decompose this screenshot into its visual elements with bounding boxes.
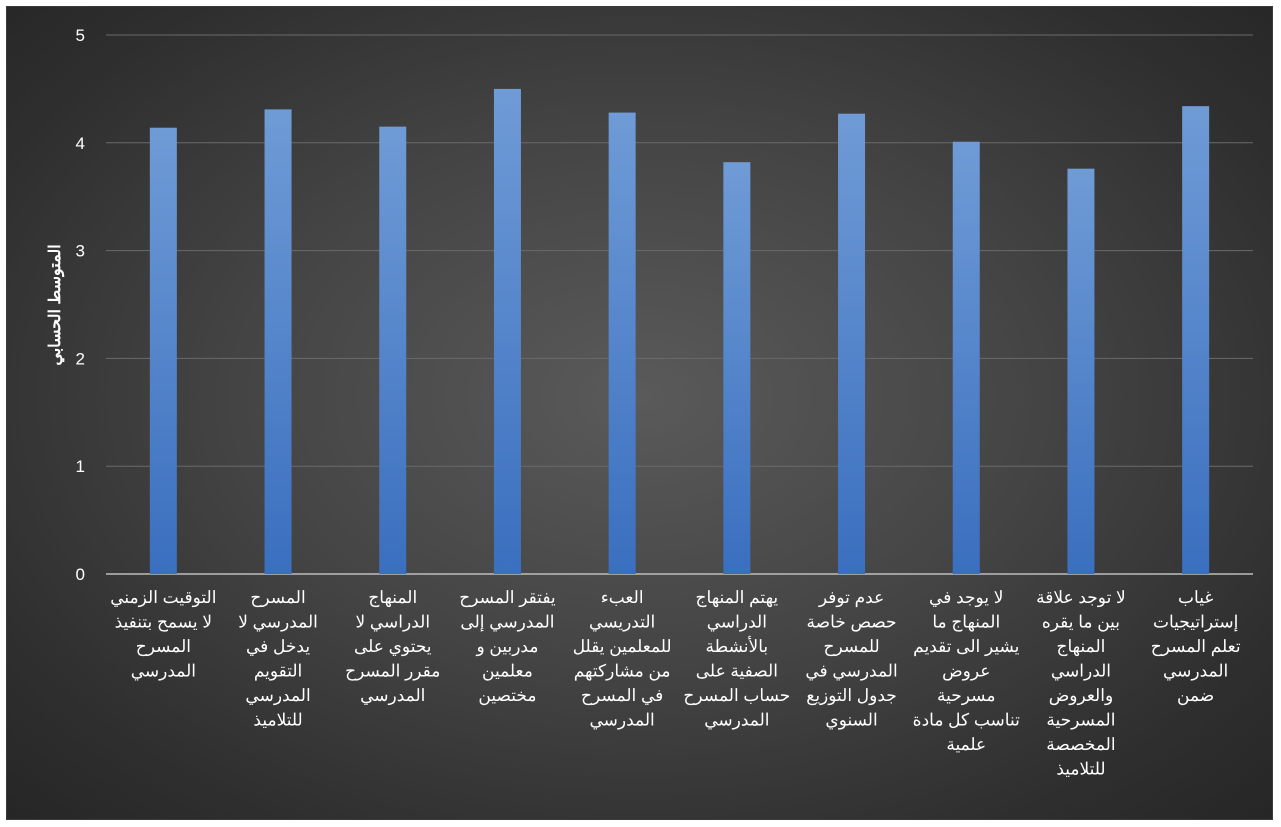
gridlines xyxy=(106,34,1253,575)
x-category-label-line: بين ما يقره xyxy=(1042,613,1120,633)
x-category-label: المنهاج الدراسي لا يحتوي على مقرر المسرح الم… xyxy=(345,588,440,706)
y-tick-label: 4 xyxy=(76,134,85,153)
x-category-label-line: من مشاركتهم xyxy=(574,662,671,682)
x-category-label-line: السنوي xyxy=(825,711,877,731)
x-category-label-line: المدرسي xyxy=(360,686,425,706)
x-category-label-line: المسرحية xyxy=(1046,711,1115,731)
x-category-label: لا يوجد في المنهاج ما يشير الى تقديم عروض مس… xyxy=(913,588,1020,754)
bar xyxy=(1067,168,1095,574)
x-category-label-line: غياب xyxy=(1178,588,1213,607)
x-category-label-line: للمعلمين يقلل xyxy=(573,637,672,657)
x-category-label-line: يهتم المنهاج xyxy=(696,588,779,608)
x-category-label-line: حصص خاصة xyxy=(807,613,897,633)
x-category-label-line: العبء xyxy=(601,588,644,607)
x-category-label-line: للتلاميذ xyxy=(1056,760,1105,779)
x-category-label: عدم توفر حصص خاصة للمسرح المدرسي في جدول الت… xyxy=(805,588,897,731)
x-category-label-line: لا توجد علاقة xyxy=(1036,588,1126,608)
x-category-label-line: يشير الى تقديم xyxy=(913,637,1019,657)
x-category-label: التوقيت الزمني لا يسمح بتنفيذ المسرح المدرس… xyxy=(110,588,216,682)
x-category-label-line: المسرح xyxy=(250,588,305,608)
bar xyxy=(608,112,636,574)
x-category-label: غياب إستراتيجيات تعلم المسرح المدرسي ضمن xyxy=(1151,588,1241,706)
x-category-label-line: معلمين xyxy=(482,662,533,682)
y-tick-label: 0 xyxy=(76,565,85,584)
x-category-label-line: التوقيت الزمني xyxy=(110,588,216,608)
x-category-label-line: لا يوجد في xyxy=(929,588,1003,608)
x-category-label-line: في المسرح xyxy=(581,686,663,706)
y-tick-label: 2 xyxy=(76,349,85,368)
x-category-label-line: المخصصة xyxy=(1046,735,1115,754)
x-category-label-line: يفتقر المسرح xyxy=(459,588,556,608)
bar xyxy=(149,127,177,574)
x-category-label-line: المدرسي لا xyxy=(238,613,318,633)
x-category-label-line: تعلم المسرح xyxy=(1151,637,1241,657)
x-category-label-line: الصفية على xyxy=(696,662,778,681)
x-category-label-line: المنهاج ما xyxy=(932,613,1000,633)
x-category-label-line: المدرسي في xyxy=(805,662,897,682)
x-axis-categories: التوقيت الزمني لا يسمح بتنفيذ المسرح المدرس… xyxy=(110,588,1241,779)
x-category-label-line: علمية xyxy=(946,735,986,754)
x-category-label-line: مدربين و xyxy=(475,637,538,657)
x-category-label: المسرح المدرسي لا يدخل في التقويم المدرسي للت… xyxy=(238,588,318,730)
bar xyxy=(952,141,980,575)
x-category-label-line: المدرسي xyxy=(131,662,196,682)
y-tick-label: 5 xyxy=(76,26,85,45)
x-category-label-line: تناسب كل مادة xyxy=(913,711,1020,730)
x-category-label-line: المدرسي xyxy=(245,686,310,706)
x-category-label: العبء التدريسي للمعلمين يقلل من مشاركتهم في … xyxy=(573,588,672,731)
x-category-label-line: المنهاج xyxy=(368,588,417,608)
x-category-label-line: التقويم xyxy=(254,662,302,682)
y-tick-label: 3 xyxy=(76,242,85,261)
x-category-label-line: جدول التوزيع xyxy=(806,686,897,706)
x-category-label-line: مختصين xyxy=(478,686,536,706)
x-category-label: يفتقر المسرح المدرسي إلى مدربين و معلمين مخت… xyxy=(459,588,556,706)
x-category-label-line: مسرحية xyxy=(937,686,995,706)
x-category-label-line: عدم توفر xyxy=(818,588,884,608)
x-category-label: لا توجد علاقة بين ما يقره المنهاج الدراسي وا… xyxy=(1036,588,1126,779)
x-category-label-line: والعروض xyxy=(1049,686,1113,706)
x-category-label-line: يحتوي على xyxy=(354,637,432,657)
y-axis-title: المتوسط الحسابي xyxy=(47,244,65,365)
x-category-label-line: للمسرح xyxy=(823,637,879,657)
x-category-label: يهتم المنهاج الدراسي بالأنشطة الصفية على حسا… xyxy=(683,588,790,731)
x-category-label-line: عروض xyxy=(942,662,990,682)
bar xyxy=(493,88,521,575)
x-category-label-line: مقرر المسرح xyxy=(345,662,440,682)
x-category-label-line: الدراسي xyxy=(1051,662,1111,682)
x-category-label-line: المنهاج xyxy=(1057,637,1106,657)
x-category-label-line: المسرح xyxy=(136,637,191,657)
bar xyxy=(379,126,407,574)
y-axis-ticks: 0 1 2 3 4 5 xyxy=(76,26,85,584)
x-category-label-line: الدراسي لا xyxy=(355,613,430,633)
x-category-label-line: للتلاميذ xyxy=(253,711,302,730)
x-category-label-line: بالأنشطة xyxy=(706,636,769,656)
x-category-label-line: ضمن xyxy=(1177,686,1214,706)
x-category-label-line: لا يسمح بتنفيذ xyxy=(115,613,212,633)
y-tick-label: 1 xyxy=(76,457,85,476)
bar xyxy=(838,113,866,574)
chart-area: 0 1 2 3 4 5 التوقيت الزمني لا يسمح بتنفيذ المسر… xyxy=(6,6,1273,820)
x-category-label-line: حساب المسرح xyxy=(683,686,790,706)
x-category-label-line: المدرسي xyxy=(704,711,769,731)
x-category-label-line: يدخل في xyxy=(246,637,310,656)
x-category-label-line: المدرسي إلى xyxy=(460,613,554,633)
bar xyxy=(264,109,292,574)
x-category-label-line: إستراتيجيات xyxy=(1153,613,1238,633)
x-category-label-line: المدرسي xyxy=(1163,662,1228,682)
bars xyxy=(149,88,1210,575)
x-category-label-line: التدريسي xyxy=(589,613,655,633)
bar-chart: 0 1 2 3 4 5 التوقيت الزمني لا يسمح بتنفيذ المسر… xyxy=(47,26,1253,779)
x-category-label-line: المدرسي xyxy=(590,711,655,731)
bar xyxy=(1182,106,1210,574)
bar xyxy=(723,162,751,575)
x-category-label-line: الدراسي xyxy=(707,613,767,633)
